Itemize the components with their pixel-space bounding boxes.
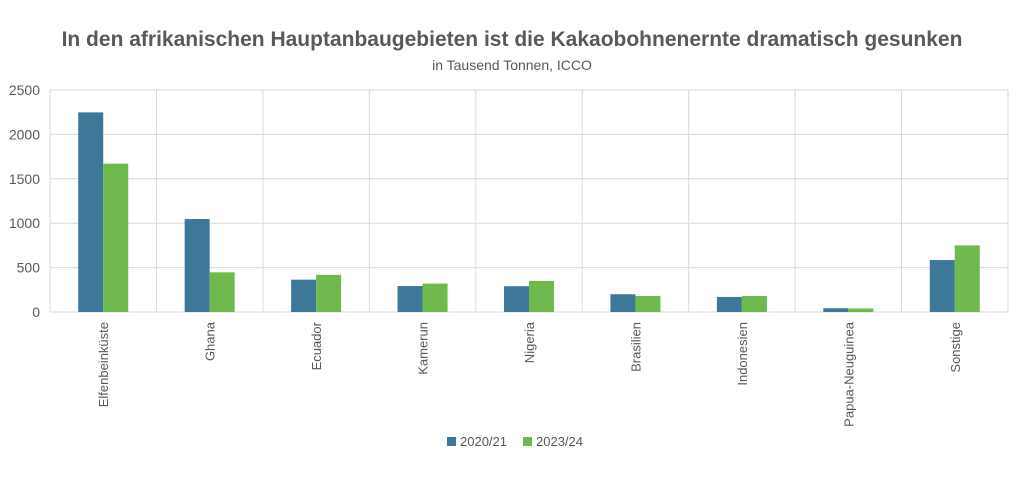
y-tick-label: 2000: [9, 126, 40, 142]
bar-2-4: [422, 283, 448, 312]
bar-1-5: [504, 286, 529, 312]
bar-2-8: [848, 308, 874, 312]
x-category-label: Indonesien: [735, 322, 750, 386]
bar-1-4: [397, 286, 423, 312]
chart-title: In den afrikanischen Hauptanbaugebieten …: [61, 28, 963, 51]
bar-1-8: [823, 308, 849, 312]
bar-2-2: [209, 272, 235, 312]
bar-2-6: [635, 296, 661, 312]
legend-swatch-1: [447, 437, 456, 446]
bar-1-1: [78, 112, 104, 313]
bar-1-7: [716, 296, 742, 312]
x-category-label: Papua-Neuguinea: [841, 321, 856, 427]
bar-2-9: [954, 245, 980, 312]
x-category-label: Sonstige: [948, 322, 963, 373]
x-category-label: Kamerun: [416, 322, 431, 375]
x-category-label: Ghana: [203, 321, 218, 361]
bar-2-5: [529, 280, 554, 312]
y-tick-label: 0: [32, 304, 40, 320]
y-tick-label: 1000: [9, 215, 40, 231]
x-category-label: Elfenbeinküste: [96, 322, 111, 407]
y-tick-label: 1500: [9, 171, 40, 187]
x-category-label: Ecuador: [309, 321, 324, 370]
legend-label-1: 2020/21: [460, 434, 507, 449]
x-category-label: Nigeria: [522, 321, 537, 363]
y-tick-label: 500: [17, 260, 41, 276]
bar-1-9: [929, 260, 955, 312]
y-tick-label: 2500: [9, 82, 40, 98]
bar-2-7: [741, 296, 767, 312]
bar-1-3: [291, 279, 317, 312]
bar-1-6: [610, 294, 636, 312]
legend-swatch-2: [523, 437, 532, 446]
bar-2-1: [103, 163, 129, 312]
bar-2-3: [316, 274, 342, 312]
bar-1-2: [184, 219, 210, 312]
chart-subtitle: in Tausend Tonnen, ICCO: [432, 57, 592, 73]
legend-label-2: 2023/24: [536, 434, 583, 449]
x-category-label: Brasilien: [628, 322, 643, 372]
